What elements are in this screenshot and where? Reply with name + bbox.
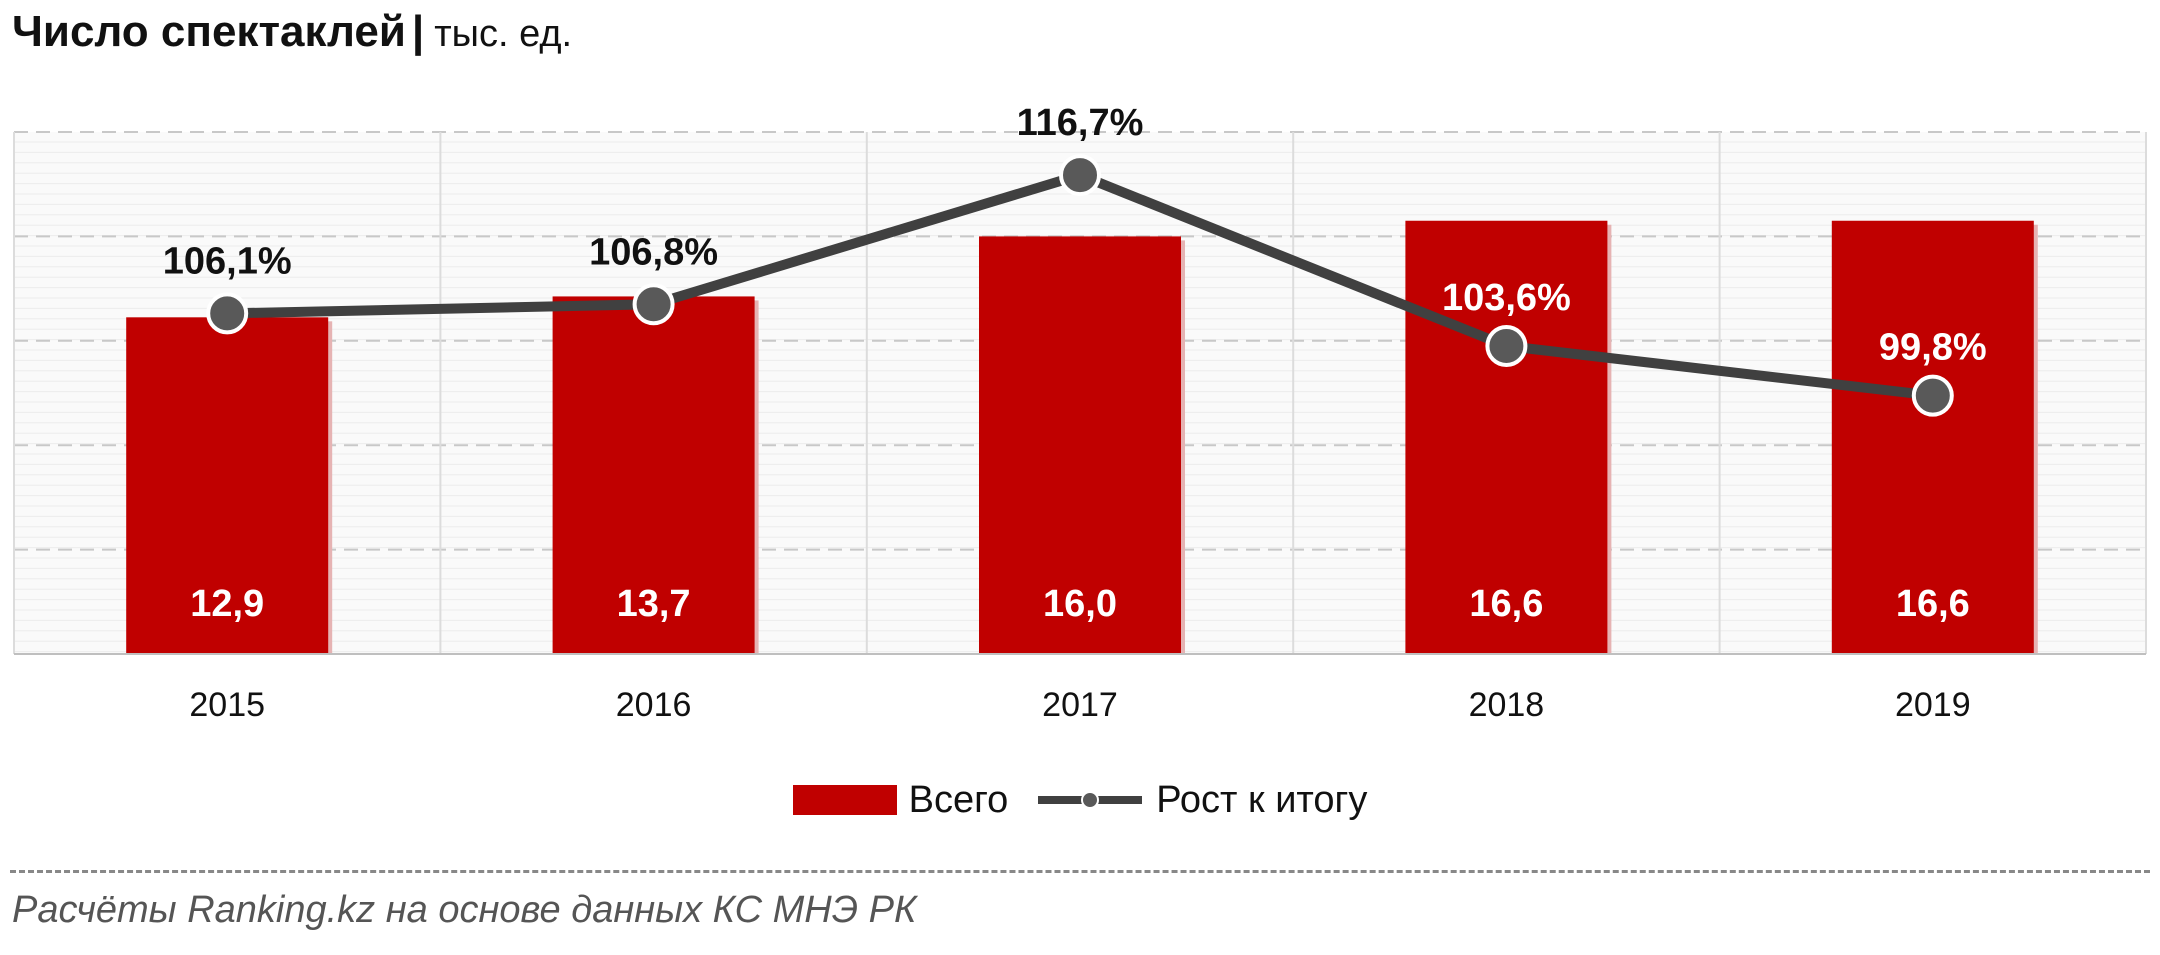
growth-value-label: 116,7%: [1017, 102, 1144, 144]
x-tick-label: 2017: [1042, 686, 1118, 724]
x-tick-label: 2015: [189, 686, 265, 724]
x-axis: 2015 2016 2017 2018 2019: [14, 653, 2146, 724]
growth-marker-2015: [206, 292, 249, 335]
x-tick-label: 2016: [616, 686, 692, 724]
legend-item-growth: Рост к итогу: [1036, 779, 1367, 822]
x-tick-label: 2018: [1469, 686, 1545, 724]
bar-value-label: 16,0: [1043, 583, 1117, 625]
bar-value-label: 12,9: [190, 583, 264, 625]
growth-marker-2016: [632, 283, 675, 326]
source-note: Расчёты Ranking.kz на основе данных КС М…: [12, 889, 917, 931]
bar-2019: [1831, 220, 2034, 655]
growth-value-label: 106,8%: [589, 231, 718, 273]
legend-label-growth: Рост к итогу: [1156, 778, 1368, 821]
combo-chart: 12,9 13,7 16,0 16,6 16,6 106,1% 106,8% 116,7% 10…: [13, 102, 2147, 724]
growth-value-label: 99,8%: [1879, 327, 1987, 369]
growth-value-label: 103,6%: [1442, 277, 1571, 319]
legend-label-total: Всего: [908, 778, 1009, 821]
bar-value-label: 16,6: [1896, 583, 1970, 625]
growth-marker-2019: [1911, 374, 1954, 417]
chart-title-separator: |: [411, 7, 425, 56]
bar-2017: [979, 236, 1181, 654]
chart-title-unit: тыс. ед.: [434, 13, 573, 55]
footer-divider: [10, 870, 2150, 873]
growth-marker-2018: [1485, 325, 1528, 368]
bar-series: [126, 220, 2038, 655]
legend-swatch-line: [1038, 791, 1143, 809]
growth-value-label: 106,1%: [163, 240, 292, 282]
bar-2018: [1405, 220, 1608, 655]
x-tick-label: 2019: [1895, 686, 1971, 724]
chart-title-main: Число спектаклей: [12, 7, 406, 56]
legend-item-total: Всего: [792, 778, 1009, 822]
legend: Всего Рост к итогу: [0, 770, 2160, 830]
legend-swatch-bar: [792, 785, 897, 815]
data-labels: 12,9 13,7 16,0 16,6 16,6 106,1% 106,8% 116,7% 10…: [163, 102, 1987, 625]
chart-title: Число спектаклей | тыс. ед.: [12, 2, 572, 62]
line-series: [206, 154, 1954, 417]
bar-value-label: 16,6: [1469, 583, 1543, 625]
bar-value-label: 13,7: [617, 583, 691, 625]
bar-2015: [126, 317, 329, 654]
growth-marker-2017: [1059, 154, 1101, 197]
bar-2016: [552, 296, 755, 654]
